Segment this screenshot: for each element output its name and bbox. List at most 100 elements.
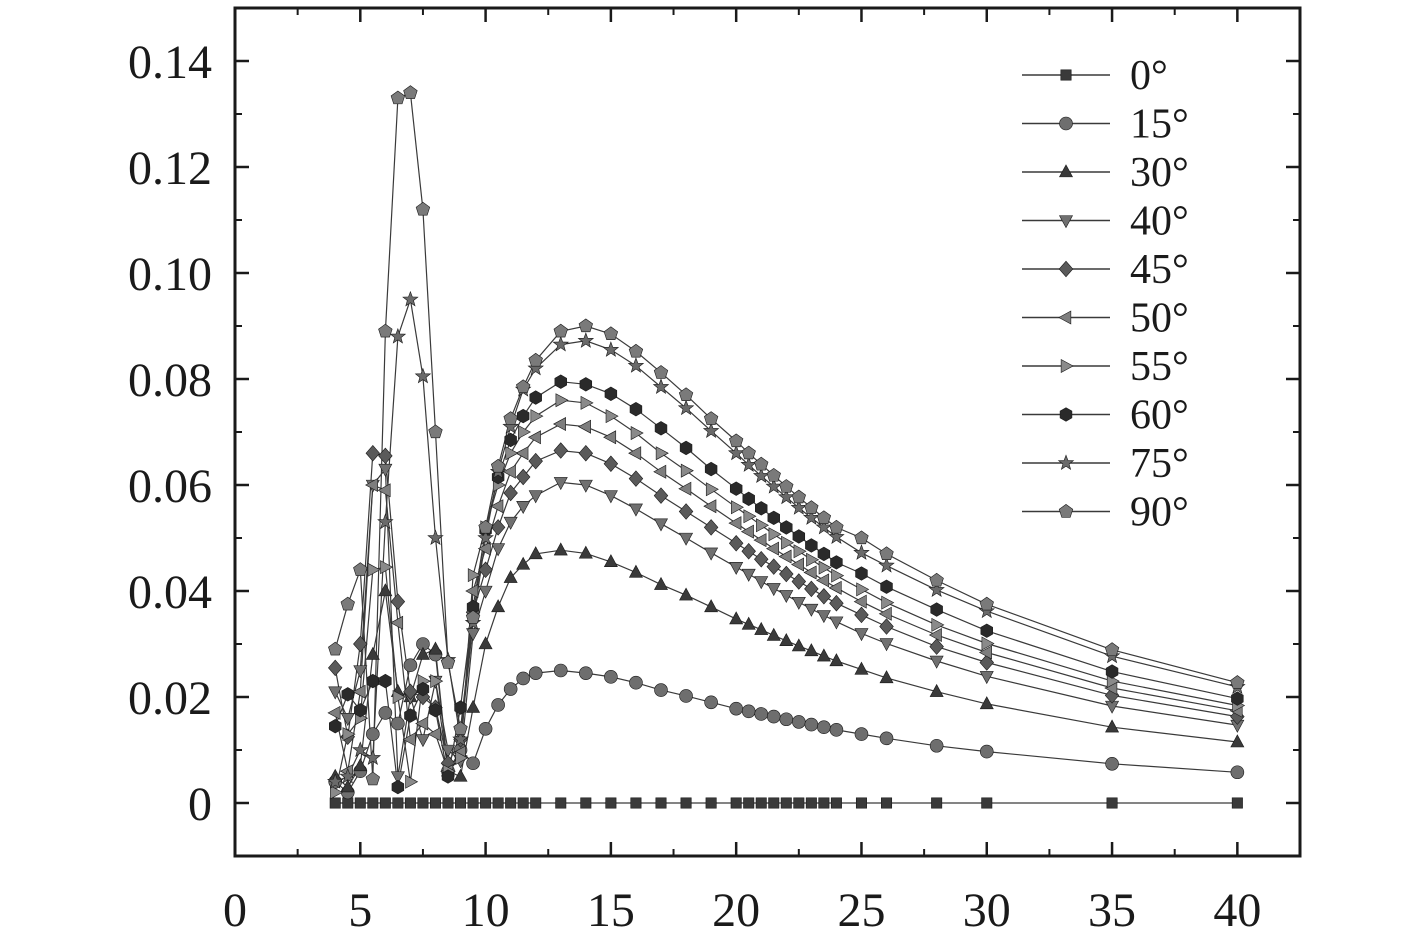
data-point-series-7 (654, 421, 668, 436)
data-point-series-9 (328, 641, 343, 656)
data-point-series-4 (353, 635, 368, 653)
data-point-series-7 (579, 377, 593, 392)
series-markers (326, 85, 1246, 809)
data-point-series-0 (793, 797, 805, 809)
data-point-series-9 (503, 411, 518, 425)
data-point-series-1 (516, 671, 530, 686)
data-point-series-4 (741, 542, 756, 560)
data-point-series-5 (753, 533, 767, 548)
x-tick-label: 40 (1213, 884, 1261, 937)
data-point-series-1 (491, 698, 505, 712)
data-point-series-9 (1104, 642, 1120, 656)
y-tick-label: 0.02 (128, 672, 212, 725)
data-point-series-9 (829, 519, 844, 534)
data-point-series-0 (442, 797, 454, 809)
data-point-series-2 (578, 545, 593, 559)
data-point-series-8 (677, 399, 695, 416)
x-tick-label: 25 (837, 884, 885, 937)
data-point-series-7 (1231, 691, 1244, 706)
legend-marker (1060, 69, 1072, 81)
data-point-series-0 (855, 797, 867, 809)
legend-label: 40° (1130, 199, 1189, 245)
data-point-series-2 (603, 554, 618, 568)
data-point-series-9 (403, 85, 418, 99)
data-point-series-2 (528, 546, 543, 560)
data-point-series-9 (791, 489, 806, 504)
data-point-series-6 (793, 544, 807, 559)
data-point-series-8 (364, 749, 382, 765)
data-point-series-8 (878, 556, 895, 573)
data-point-series-2 (478, 636, 493, 650)
data-point-series-7 (729, 481, 743, 496)
data-point-series-0 (805, 797, 817, 809)
y-tick-label: 0.04 (128, 566, 212, 619)
data-point-series-8 (527, 359, 544, 376)
legend-label: 75° (1130, 441, 1189, 487)
data-point-series-5 (703, 499, 717, 514)
data-point-series-2 (829, 653, 844, 667)
data-point-series-2 (340, 779, 355, 793)
data-point-series-2 (929, 683, 944, 697)
data-point-series-4 (478, 561, 493, 579)
data-point-series-5 (628, 446, 642, 461)
data-point-series-2 (553, 542, 568, 556)
data-point-series-3 (603, 490, 618, 504)
data-point-series-7 (980, 623, 993, 638)
data-point-series-0 (743, 797, 755, 809)
data-point-series-2 (766, 627, 781, 641)
data-point-series-2 (979, 696, 994, 710)
legend-marker (1060, 358, 1074, 374)
data-point-series-4 (804, 580, 819, 598)
data-point-series-3 (804, 603, 819, 617)
data-point-series-3 (578, 479, 593, 493)
data-point-series-9 (1230, 675, 1245, 689)
data-point-series-8 (414, 367, 432, 384)
data-point-series-9 (516, 379, 531, 394)
data-point-series-5 (878, 606, 892, 621)
data-point-series-0 (455, 797, 467, 809)
data-point-series-3 (653, 518, 669, 532)
data-point-series-3 (491, 543, 506, 557)
data-point-series-7 (629, 402, 643, 417)
data-point-series-5 (765, 541, 779, 556)
legend-marker (1058, 503, 1074, 518)
data-point-series-0 (530, 797, 542, 809)
x-tick-labels: 0 5 10 15 20 25 30 35 40 (223, 884, 1261, 937)
legend-label: 90° (1130, 490, 1189, 536)
data-point-series-0 (768, 797, 780, 809)
data-point-series-4 (403, 683, 418, 700)
data-point-series-4 (628, 470, 644, 487)
data-point-series-1 (378, 706, 393, 720)
data-point-series-0 (417, 797, 429, 809)
data-point-series-8 (326, 773, 344, 789)
data-point-series-7 (679, 440, 693, 456)
data-point-series-2 (415, 646, 430, 660)
data-point-series-5 (465, 583, 479, 599)
data-point-series-6 (518, 424, 531, 440)
data-point-series-7 (516, 408, 530, 424)
data-point-series-8 (803, 509, 820, 525)
data-point-series-7 (880, 579, 893, 594)
data-point-series-1 (766, 709, 781, 724)
data-point-series-0 (881, 797, 893, 809)
legend: 0°15°30°40°45°50°55°60°75°90° (1022, 53, 1189, 536)
data-point-series-4 (415, 688, 431, 706)
data-point-series-8 (627, 357, 645, 373)
data-point-series-2 (791, 638, 806, 652)
data-point-series-6 (630, 426, 644, 441)
legend-entry: 50° (1022, 296, 1189, 342)
data-point-series-5 (978, 645, 992, 660)
data-point-series-4 (678, 503, 694, 520)
data-point-series-1 (478, 721, 493, 736)
data-point-series-5 (740, 524, 754, 539)
data-point-series-9 (766, 467, 781, 482)
x-tick-label: 10 (462, 884, 510, 937)
data-point-series-1 (804, 717, 819, 732)
data-point-series-8 (978, 602, 996, 619)
data-point-series-0 (1106, 797, 1118, 809)
data-point-series-0 (379, 797, 391, 809)
legend-label: 60° (1130, 393, 1189, 439)
data-point-series-4 (390, 593, 406, 610)
data-point-series-8 (828, 528, 845, 544)
